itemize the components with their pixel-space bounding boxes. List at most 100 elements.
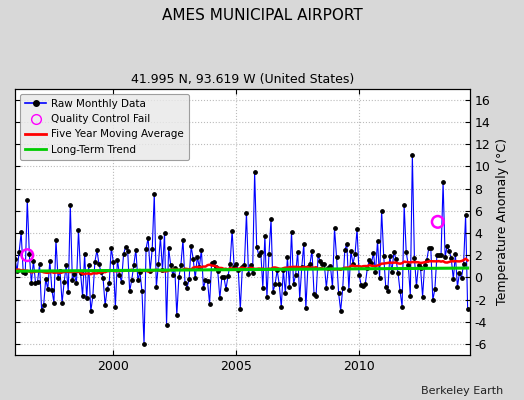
Point: [70, 271, 79, 278]
Point: [201, 277, 210, 284]
Point: [238, 264, 247, 270]
Point: [332, 254, 341, 261]
Point: [255, 251, 263, 258]
Point: [388, 268, 396, 275]
Point: [373, 238, 381, 244]
Point: [31, 280, 40, 286]
Point: [230, 264, 238, 270]
Point: [41, 276, 50, 282]
Point: [197, 246, 205, 253]
Point: [308, 247, 316, 254]
Point: [212, 264, 220, 270]
Point: [210, 259, 218, 265]
Point: [451, 251, 460, 258]
Point: [177, 262, 185, 268]
Point: [429, 297, 437, 304]
Point: [369, 250, 378, 256]
Point: [183, 284, 191, 291]
Point: [228, 227, 236, 234]
Point: [246, 261, 255, 268]
Point: [365, 257, 374, 264]
Point: [148, 246, 157, 252]
Point: [68, 277, 77, 283]
Point: [375, 275, 384, 282]
Point: [36, 261, 44, 268]
Point: [322, 284, 331, 291]
Point: [187, 243, 195, 250]
Point: [275, 281, 283, 287]
Point: [169, 271, 177, 278]
Point: [115, 272, 124, 278]
Point: [361, 281, 369, 288]
Point: [142, 246, 150, 252]
Point: [433, 219, 442, 225]
Point: [119, 251, 128, 258]
Point: [181, 280, 189, 286]
Point: [377, 208, 386, 214]
Point: [195, 264, 203, 271]
Point: [154, 261, 162, 268]
Point: [34, 278, 42, 285]
Point: [50, 300, 58, 306]
Point: [158, 267, 167, 274]
Point: [402, 249, 410, 256]
Point: [291, 272, 300, 278]
Point: [95, 261, 103, 267]
Point: [54, 275, 62, 281]
Y-axis label: Temperature Anomaly (°C): Temperature Anomaly (°C): [496, 138, 509, 305]
Point: [261, 232, 269, 239]
Point: [367, 260, 376, 267]
Point: [384, 287, 392, 294]
Point: [250, 169, 259, 175]
Point: [167, 262, 175, 268]
Point: [81, 251, 89, 258]
Point: [244, 271, 253, 277]
Point: [43, 286, 52, 292]
Point: [359, 283, 367, 290]
Point: [257, 249, 265, 255]
Point: [248, 270, 257, 276]
Point: [217, 274, 226, 280]
Point: [232, 261, 241, 267]
Point: [305, 261, 314, 267]
Point: [431, 286, 439, 292]
Point: [214, 268, 222, 275]
Point: [265, 250, 273, 257]
Point: [406, 292, 414, 299]
Point: [273, 267, 281, 274]
Point: [124, 247, 132, 254]
Point: [134, 277, 142, 284]
Point: [349, 260, 357, 267]
Point: [345, 286, 353, 293]
Point: [398, 303, 406, 310]
Point: [441, 254, 449, 260]
Point: [79, 293, 87, 300]
Point: [91, 259, 99, 265]
Point: [302, 305, 310, 312]
Point: [437, 252, 445, 258]
Point: [109, 259, 117, 265]
Point: [396, 288, 404, 294]
Point: [414, 261, 423, 268]
Point: [107, 244, 115, 251]
Point: [103, 286, 112, 292]
Point: [463, 306, 472, 313]
Text: Berkeley Earth: Berkeley Earth: [421, 386, 503, 396]
Point: [174, 274, 183, 280]
Point: [310, 291, 318, 298]
Point: [267, 216, 275, 222]
Point: [439, 179, 447, 186]
Point: [86, 308, 95, 315]
Point: [117, 278, 126, 285]
Point: [171, 264, 179, 271]
Point: [418, 294, 427, 300]
Point: [298, 264, 306, 271]
Point: [113, 256, 122, 263]
Point: [23, 252, 31, 258]
Point: [39, 302, 48, 308]
Point: [25, 251, 34, 258]
Point: [89, 293, 97, 300]
Point: [37, 307, 46, 314]
Text: AMES MUNICIPAL AIRPORT: AMES MUNICIPAL AIRPORT: [161, 8, 363, 23]
Point: [453, 284, 462, 290]
